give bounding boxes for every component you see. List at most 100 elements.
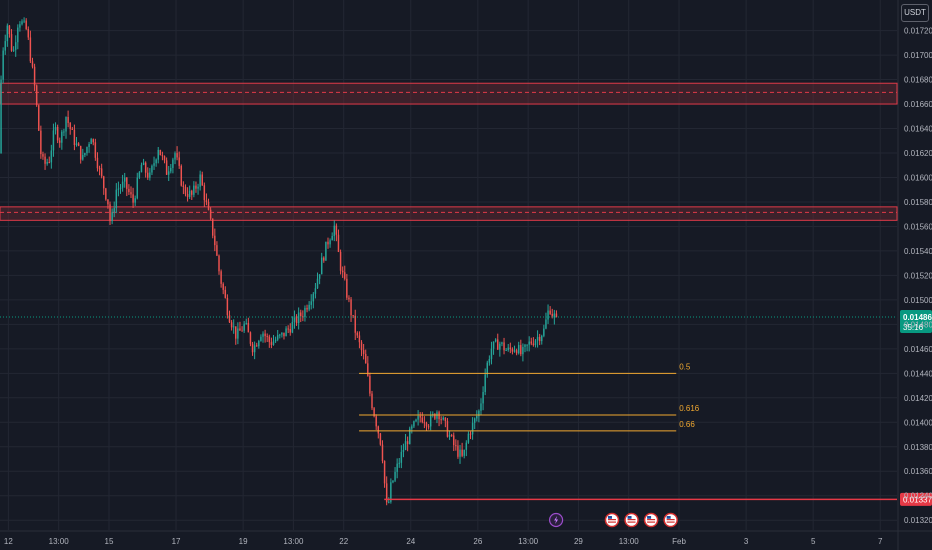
candle-body (530, 341, 533, 344)
candle-body (44, 156, 46, 164)
candle-body (19, 24, 21, 28)
candle-body (253, 345, 256, 353)
candle-body (201, 174, 203, 186)
candle-body (262, 333, 264, 337)
candle-body (228, 315, 231, 323)
price-axis[interactable]: 0.01320 0.01340 0.01360 0.01380 0.01400 0.014… (897, 0, 932, 550)
candle-body (211, 218, 214, 236)
candle-body (140, 164, 143, 173)
time-tick-label: 22 (339, 537, 348, 546)
candle-body (100, 168, 103, 177)
candle-body (335, 225, 338, 235)
price-tick-label: 0.01580 (904, 198, 932, 207)
candle-body (545, 319, 547, 329)
candle-body (31, 61, 34, 67)
candle-body (457, 445, 459, 457)
candle-body (249, 332, 252, 344)
upper-resistance-zone[interactable] (0, 82, 898, 105)
candle-body (40, 130, 42, 155)
candle-body (390, 482, 392, 502)
price-tick-label: 0.01320 (904, 516, 932, 525)
candle-body (159, 149, 162, 156)
chart-grid (0, 0, 897, 530)
fib-level-label: 0.616 (679, 404, 700, 413)
candle-body (264, 333, 266, 337)
candle-body (14, 42, 17, 50)
candle-body (239, 328, 241, 331)
candle-body (375, 416, 377, 427)
price-tick-label: 0.01600 (904, 173, 932, 182)
candle-body (82, 155, 84, 160)
candle-body (237, 328, 239, 339)
candle-body (547, 310, 549, 320)
candle-body (90, 139, 92, 145)
candle-body (98, 168, 101, 170)
candle-body (153, 163, 155, 166)
candle-body (497, 339, 499, 350)
candle-body (42, 154, 44, 157)
candle-body (272, 341, 275, 345)
candle-body (65, 117, 67, 132)
us-flag-icon[interactable] (643, 512, 659, 528)
candle-body (551, 313, 553, 318)
candle-body (69, 122, 71, 129)
lower-resistance-zone[interactable] (0, 206, 898, 221)
candle-body (58, 140, 61, 143)
candle-body (279, 334, 281, 336)
candle-body (10, 34, 13, 51)
candle-body (126, 177, 128, 189)
time-tick-label: 15 (105, 537, 114, 546)
lightning-icon[interactable] (548, 512, 564, 528)
candle-body (463, 449, 465, 456)
candle-body (300, 312, 302, 317)
currency-button[interactable]: USDT (901, 4, 929, 22)
candle-body (270, 342, 273, 345)
candle-body (117, 188, 120, 190)
candle-body (371, 393, 373, 409)
time-axis[interactable]: 12 13:00 15 17 19 13:00 22 24 26 13:00 29 13:00 Feb 3… (0, 530, 932, 546)
candle-body (147, 172, 149, 178)
candle-body (398, 462, 400, 464)
candle-body (8, 25, 11, 35)
candle-body (377, 426, 380, 434)
candle-body (56, 127, 59, 141)
candle-body (427, 426, 430, 428)
candle-body (381, 444, 384, 461)
time-tick-label: 24 (406, 537, 415, 546)
candle-body (241, 330, 243, 332)
candle-body (226, 297, 229, 316)
candle-body (142, 162, 145, 165)
candle-body (308, 304, 310, 310)
candle-body (344, 272, 346, 279)
candle-body (274, 339, 277, 342)
candle-body (471, 422, 474, 435)
candle-body (476, 416, 478, 419)
candle-body (325, 241, 327, 261)
candle-body (186, 193, 189, 197)
candle-body (453, 435, 455, 446)
current-price-tag (900, 310, 932, 334)
candle-body (235, 326, 237, 339)
us-flag-icon[interactable] (663, 512, 678, 528)
candle-body (526, 344, 528, 346)
candle-body (323, 257, 325, 261)
candle-body (178, 157, 180, 166)
candle-body (170, 167, 172, 172)
candle-body (503, 342, 505, 351)
candle-body (354, 315, 356, 333)
candle-body (88, 144, 90, 148)
candle-body (247, 322, 250, 333)
price-tick-label: 0.01560 (904, 222, 932, 231)
candle-body (276, 335, 279, 340)
candle-body (538, 336, 541, 342)
candle-body (23, 20, 25, 22)
candle-body (48, 162, 50, 164)
us-flag-icon[interactable] (624, 512, 639, 528)
candle-body (113, 208, 115, 213)
candle-body (29, 37, 32, 62)
price-tick-label: 0.01500 (904, 296, 932, 305)
us-flag-icon[interactable] (604, 512, 620, 528)
candle-body (549, 310, 551, 314)
